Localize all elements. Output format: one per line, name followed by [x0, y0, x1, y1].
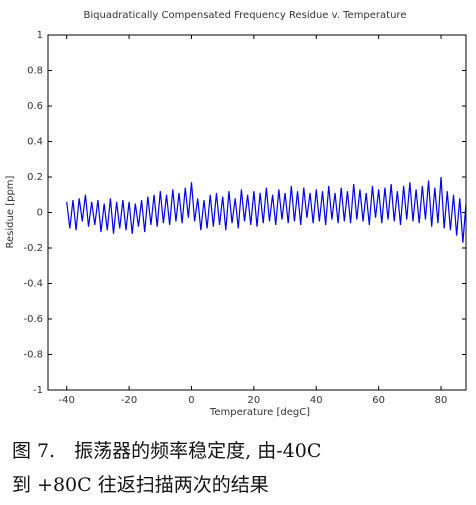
y-tick-label: 0.8 — [27, 66, 43, 77]
y-tick-label: 1 — [37, 30, 43, 41]
x-tick-label: 0 — [188, 395, 194, 406]
x-tick-label: 60 — [372, 395, 385, 406]
caption: 图 7. 振荡器的频率稳定度, 由-40C — [12, 440, 322, 462]
y-axis-label: Residue [ppm] — [5, 175, 16, 248]
plot-frame — [47, 34, 467, 391]
y-tick-label: 0.2 — [27, 172, 43, 183]
x-tick-label: 20 — [248, 395, 261, 406]
y-tick-label: -0.6 — [23, 314, 43, 325]
y-tick-label: -0.2 — [23, 243, 43, 254]
y-tick-label: 0.6 — [27, 101, 43, 112]
y-tick-label: 0 — [37, 208, 43, 219]
x-tick-label: 40 — [310, 395, 323, 406]
caption: 到 +80C 往返扫描两次的结果 — [12, 474, 269, 496]
y-tick-label: -0.8 — [23, 350, 43, 361]
chart: Biquadratically Compensated Frequency Re… — [5, 10, 467, 418]
x-axis-label: Temperature [degC] — [209, 407, 310, 418]
y-tick-label: -0.4 — [23, 279, 43, 290]
x-tick-label: 80 — [435, 395, 448, 406]
y-tick-label: -1 — [33, 385, 43, 396]
chart-title: Biquadratically Compensated Frequency Re… — [84, 10, 407, 21]
x-tick-label: -20 — [121, 395, 137, 406]
data-line — [66, 176, 467, 243]
x-tick-label: -40 — [59, 395, 75, 406]
y-tick-label: 0.4 — [27, 137, 43, 148]
